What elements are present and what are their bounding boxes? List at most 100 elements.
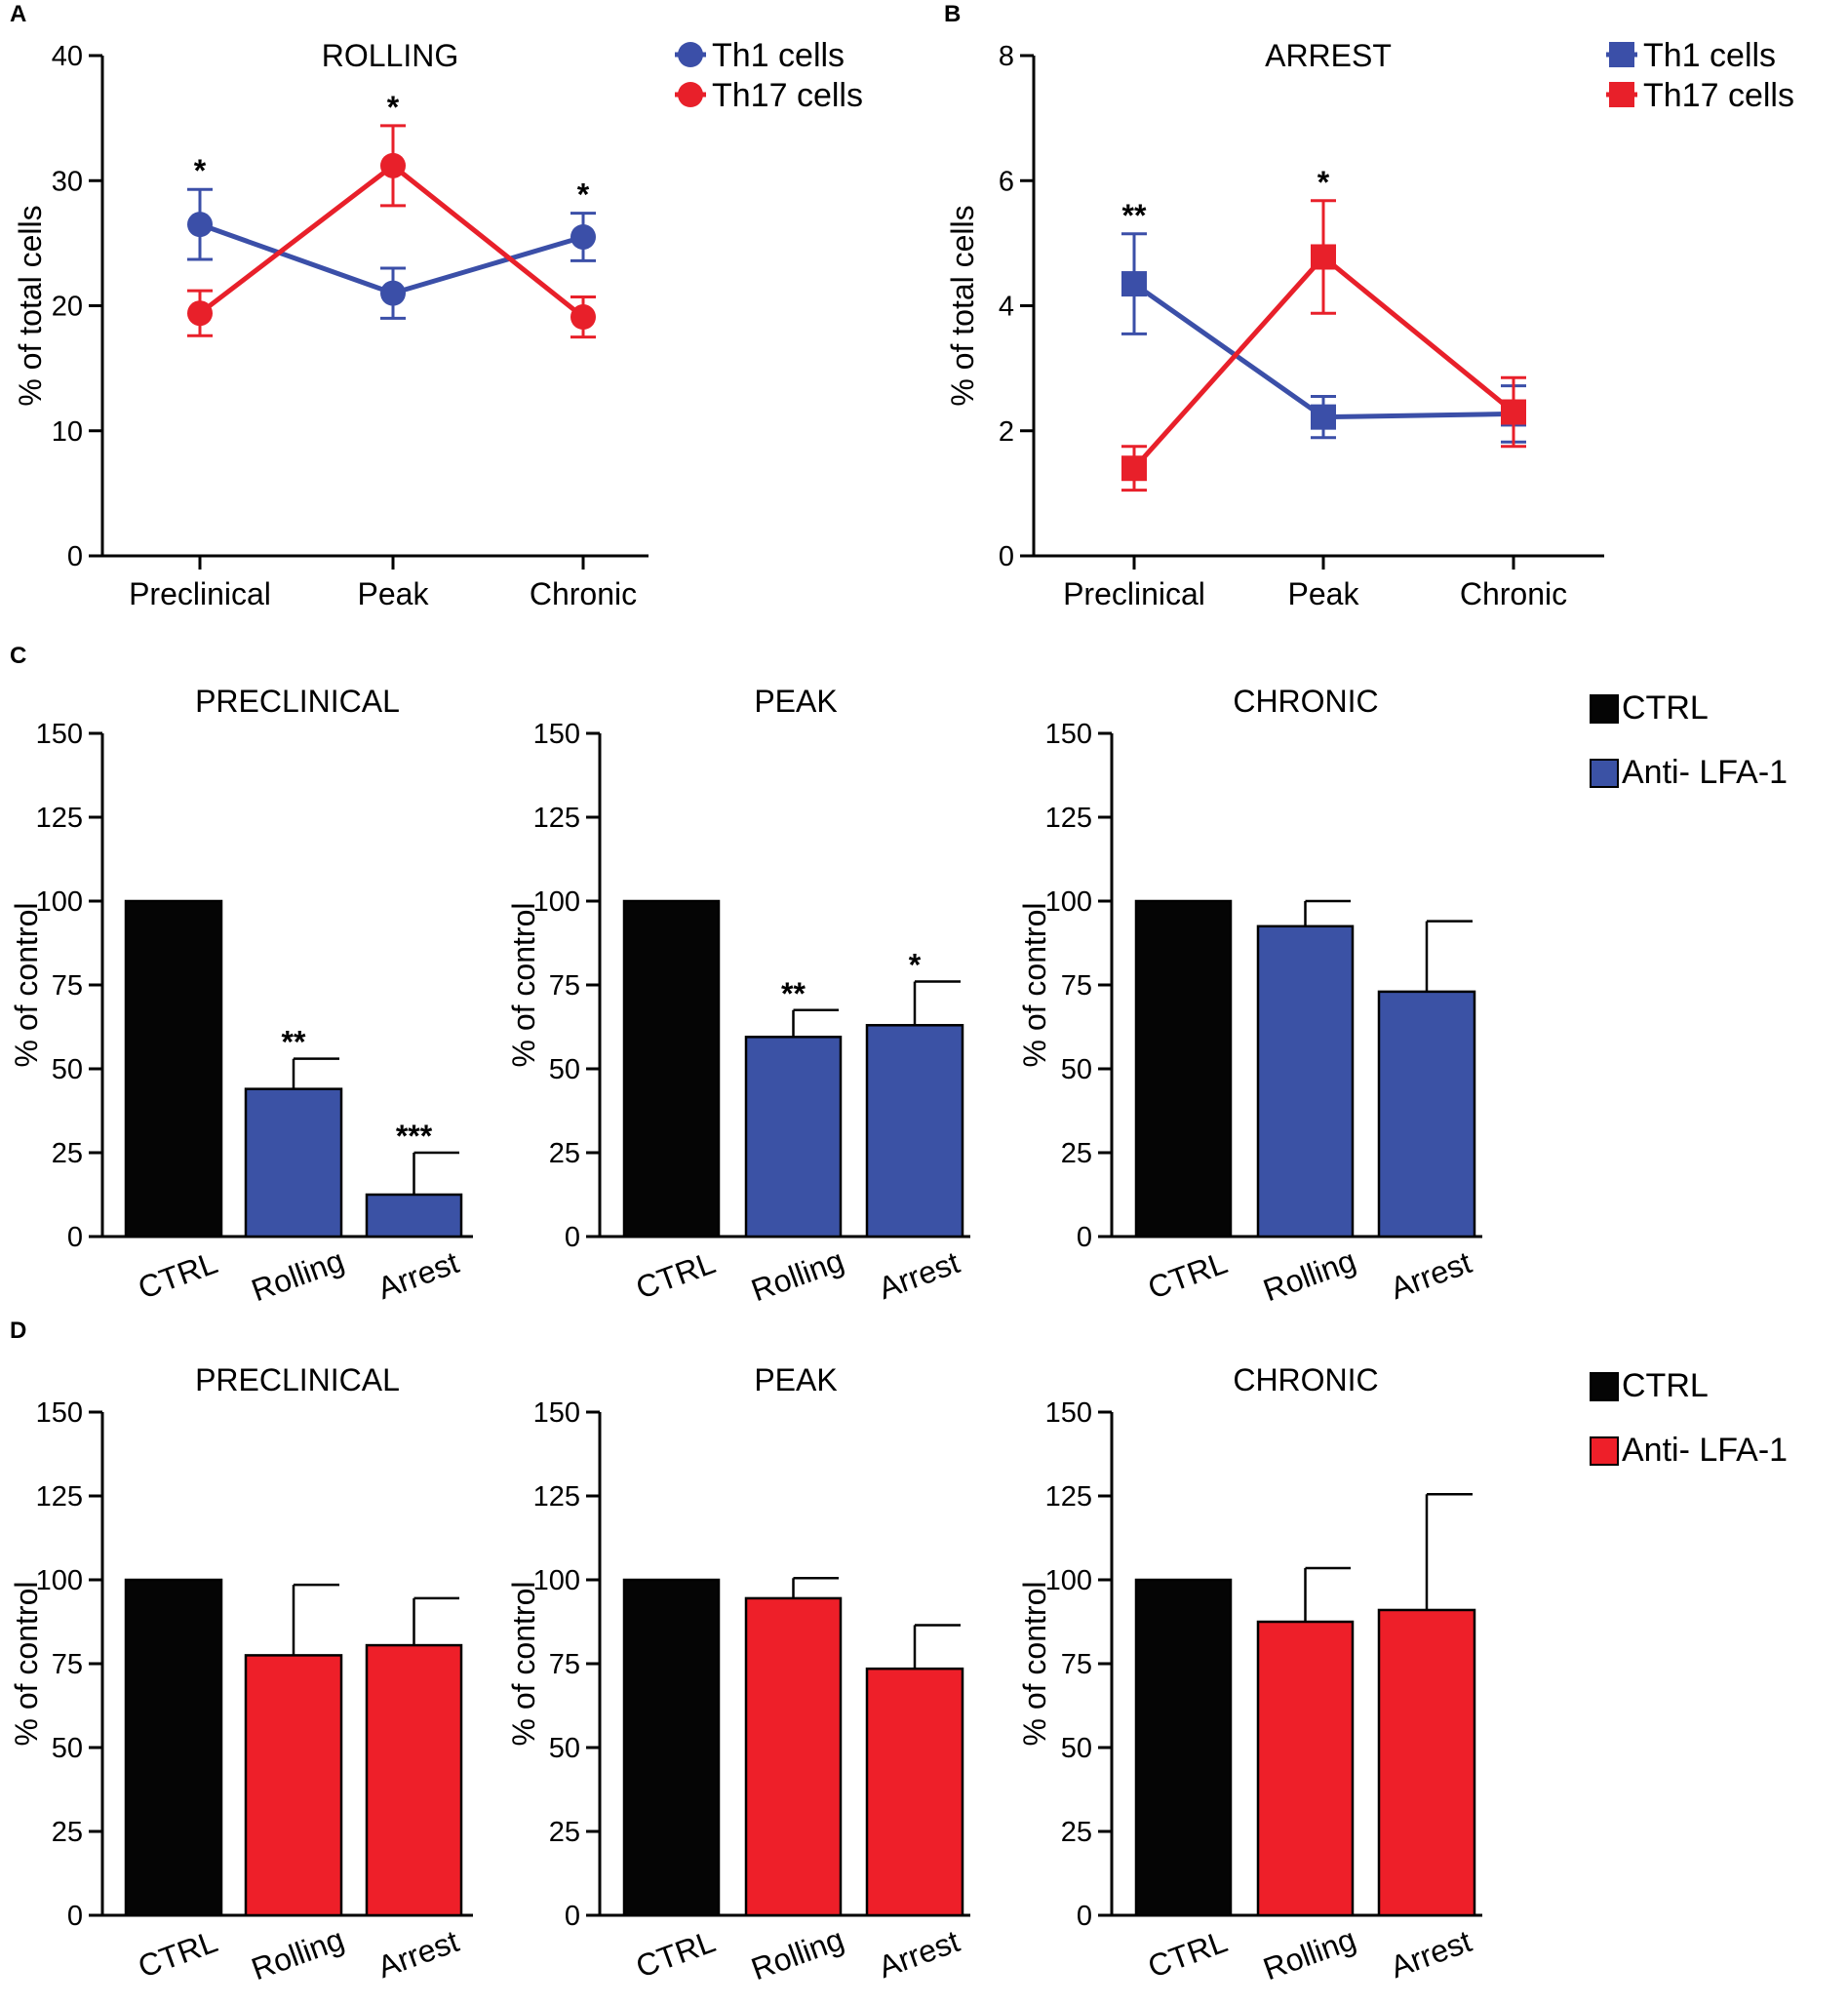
legend-item: Anti- LFA-1 [1590, 1432, 1788, 1469]
y-tick-label: 75 [52, 1649, 83, 1680]
y-tick-label: 150 [533, 1397, 580, 1429]
x-category-label: Arrest [1386, 1244, 1476, 1306]
y-tick-label: 0 [565, 1901, 580, 1932]
y-tick-label: 25 [52, 1138, 83, 1169]
x-category-label: Rolling [247, 1921, 348, 1986]
y-tick-label: 25 [1061, 1138, 1092, 1169]
x-category-label: Arrest [1386, 1923, 1476, 1985]
y-tick-label: 0 [67, 1222, 83, 1253]
chart-title: CHRONIC [1233, 684, 1378, 719]
bar-group [1377, 1493, 1476, 1917]
x-category-label: Arrest [874, 1923, 964, 1985]
data-point [380, 152, 406, 178]
bar [744, 1036, 843, 1238]
y-tick-label: 30 [52, 166, 83, 197]
significance-marker: ** [1122, 198, 1147, 233]
y-axis-label: % of total cells [13, 205, 48, 406]
y-tick-label: 150 [533, 719, 580, 750]
chart-title: PRECLINICAL [195, 1362, 400, 1397]
y-tick-label: 50 [549, 1054, 580, 1085]
x-category-label: Peak [358, 576, 430, 611]
legend-marker [678, 42, 703, 67]
bar-group [1256, 1566, 1355, 1917]
bar-group [1134, 1578, 1233, 1917]
panel-label: D [10, 1317, 26, 1344]
bar [1256, 1620, 1355, 1917]
y-tick-label: 150 [1045, 1397, 1092, 1429]
significance-marker: *** [396, 1119, 433, 1154]
bar [865, 1024, 964, 1238]
bar-group [622, 899, 721, 1238]
data-point [1121, 271, 1147, 297]
chart-title: ARREST [1265, 38, 1392, 73]
x-category-label: Rolling [747, 1921, 848, 1986]
chart-panel-1: 0 2 4 6 8 % of total cells ARREST B Preclinical P… [944, 1, 1794, 611]
panel-label: A [10, 1, 26, 27]
bar-group [744, 1577, 843, 1917]
significance-marker: * [577, 177, 590, 213]
legend-label: Th1 cells [712, 37, 845, 74]
bar-group [1134, 899, 1233, 1238]
bar [1134, 899, 1233, 1238]
bar [244, 1087, 343, 1238]
y-axis-label: % of control [1017, 903, 1052, 1068]
x-category-label: Rolling [247, 1242, 348, 1308]
data-point [380, 280, 406, 306]
y-tick-label: 150 [36, 1397, 83, 1429]
significance-marker: * [194, 153, 207, 188]
y-tick-label: 75 [52, 970, 83, 1002]
x-category-label: Arrest [373, 1244, 463, 1306]
significance-marker: * [909, 948, 922, 983]
y-tick-label: 50 [549, 1733, 580, 1764]
bar [365, 1193, 463, 1238]
bar-group: *** [365, 1119, 463, 1238]
y-tick-label: 0 [565, 1222, 580, 1253]
y-axis-label: % of total cells [945, 205, 980, 406]
y-tick-label: 75 [1061, 1649, 1092, 1680]
significance-marker: * [1317, 165, 1330, 200]
bar [622, 1578, 721, 1917]
legend-label: Th17 cells [712, 77, 863, 114]
x-category-label: CTRL [134, 1244, 222, 1305]
bar-group [865, 1624, 964, 1917]
bar [865, 1667, 964, 1917]
data-point [1501, 399, 1526, 425]
chart-panel-0: 0 10 20 30 40 % of total cells ROLLING A Preclin… [10, 1, 863, 611]
chart-title: CHRONIC [1233, 1362, 1378, 1397]
legend-label: Th17 cells [1643, 77, 1794, 114]
bar-group [124, 899, 223, 1238]
chart-panel-7: 0 25 50 75 100 125 150 % of control CHRONIC CTRL R… [1017, 1362, 1482, 1986]
x-category-label: Rolling [1259, 1921, 1360, 1986]
data-point [1311, 244, 1336, 270]
y-tick-label: 100 [1045, 886, 1092, 918]
y-tick-label: 150 [36, 719, 83, 750]
legend-item: CTRL [1590, 1367, 1709, 1404]
chart-title: ROLLING [322, 38, 458, 73]
significance-marker: ** [781, 976, 806, 1011]
y-tick-label: 75 [549, 1649, 580, 1680]
chart-title: PEAK [754, 684, 837, 719]
y-tick-label: 2 [999, 416, 1014, 448]
x-category-label: Arrest [373, 1923, 463, 1985]
legend-marker [678, 82, 703, 107]
bar-group: ** [744, 976, 843, 1238]
y-tick-label: 0 [67, 1901, 83, 1932]
y-tick-label: 50 [1061, 1733, 1092, 1764]
series-1 [1121, 199, 1526, 492]
data-point [570, 223, 596, 250]
significance-marker: ** [282, 1025, 306, 1060]
y-tick-label: 100 [1045, 1565, 1092, 1596]
legend-item: Th1 cells [1606, 37, 1776, 74]
x-category-label: CTRL [1143, 1923, 1232, 1984]
y-axis-label: % of control [9, 903, 44, 1068]
y-tick-label: 75 [549, 970, 580, 1002]
chart-title: PEAK [754, 1362, 837, 1397]
y-tick-label: 150 [1045, 719, 1092, 750]
panel-label: C [10, 643, 26, 669]
y-tick-label: 6 [999, 166, 1014, 197]
legend-C: CTRL Anti- LFA-1 [1590, 689, 1788, 791]
bar [244, 1654, 343, 1917]
x-category-label: CTRL [631, 1923, 720, 1984]
y-tick-label: 50 [52, 1733, 83, 1764]
bar [365, 1643, 463, 1917]
